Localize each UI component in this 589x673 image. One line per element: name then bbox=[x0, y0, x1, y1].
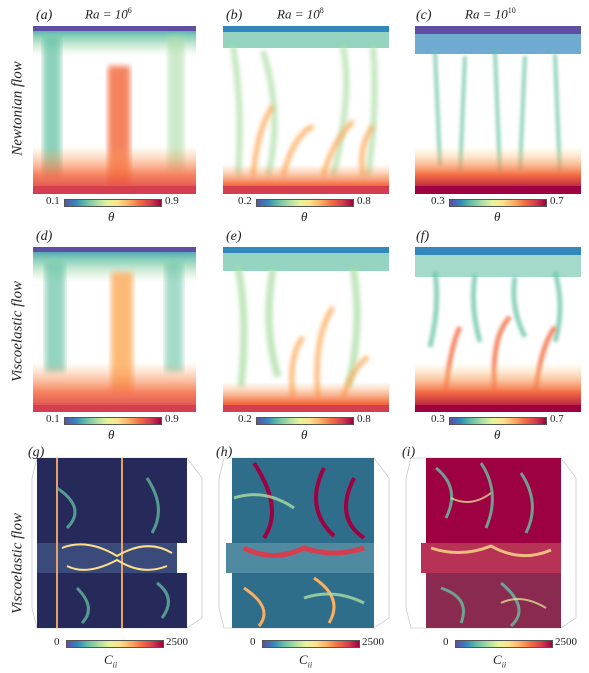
temperature-field-b bbox=[223, 26, 389, 194]
cii-sub-g: ii bbox=[112, 660, 118, 670]
colorbar-c-max: 0.7 bbox=[550, 195, 564, 207]
colorbar-theta-d bbox=[64, 417, 162, 425]
colorbar-f-max: 0.7 bbox=[550, 413, 564, 425]
colorbar-f-min: 0.3 bbox=[431, 413, 445, 425]
colorbar-theta-f bbox=[449, 417, 547, 425]
cii-main-i: C bbox=[493, 652, 502, 667]
colorbar-g-min: 0 bbox=[54, 636, 60, 648]
colorbar-g-max: 2500 bbox=[166, 636, 188, 648]
header-ra-1e8: Ra = 108 bbox=[277, 6, 324, 22]
colorbar-e-max: 0.8 bbox=[357, 413, 371, 425]
cii-main-g: C bbox=[104, 652, 113, 667]
colorbar-d-max: 0.9 bbox=[165, 413, 179, 425]
colorbar-e-min: 0.2 bbox=[238, 413, 252, 425]
temperature-field-e bbox=[223, 247, 389, 412]
header-ra-1e6: Ra = 106 bbox=[85, 6, 132, 22]
cii-sub-h: ii bbox=[307, 660, 313, 670]
cii-sub-i: ii bbox=[501, 660, 507, 670]
panel-label-d: (d) bbox=[36, 229, 53, 244]
colorbar-b-min: 0.2 bbox=[238, 195, 252, 207]
panel-label-h: (h) bbox=[216, 445, 233, 460]
colorbar-i-max: 2500 bbox=[555, 636, 577, 648]
colorbar-cii-g bbox=[66, 640, 164, 648]
colorbar-a-label: θ bbox=[108, 209, 115, 224]
panel-label-a: (a) bbox=[36, 8, 53, 23]
colorbar-c-label: θ bbox=[494, 209, 501, 224]
colorbar-theta-b bbox=[256, 199, 354, 207]
panel-label-g: (g) bbox=[28, 445, 45, 460]
panel-label-b: (b) bbox=[226, 8, 243, 23]
colorbar-h-label: Cii bbox=[299, 652, 312, 670]
panel-label-f: (f) bbox=[416, 229, 430, 244]
header-ra-1e10-text: Ra = 10 bbox=[465, 6, 508, 22]
row-label-newtonian: Newtonian flow bbox=[9, 61, 26, 156]
colorbar-theta-a bbox=[64, 199, 162, 207]
colorbar-theta-e bbox=[256, 417, 354, 425]
colorbar-d-min: 0.1 bbox=[46, 413, 60, 425]
colorbar-c-min: 0.3 bbox=[431, 195, 445, 207]
colorbar-h-max: 2500 bbox=[362, 636, 384, 648]
colorbar-a-max: 0.9 bbox=[165, 195, 179, 207]
colorbar-theta-c bbox=[449, 199, 547, 207]
temperature-field-f bbox=[415, 247, 581, 412]
header-ra-1e6-exp: 6 bbox=[127, 6, 132, 15]
temperature-field-d bbox=[33, 247, 196, 412]
colorbar-f-label: θ bbox=[494, 427, 501, 442]
polymer-stretch-field-h bbox=[214, 448, 394, 632]
row-label-viscoelastic-1: Viscoelastic flow bbox=[9, 281, 26, 382]
colorbar-cii-i bbox=[455, 640, 553, 648]
panel-label-i: (i) bbox=[402, 445, 416, 460]
colorbar-cii-h bbox=[262, 640, 360, 648]
colorbar-b-max: 0.8 bbox=[357, 195, 371, 207]
header-ra-1e8-text: Ra = 10 bbox=[277, 6, 320, 22]
panel-label-c: (c) bbox=[416, 8, 432, 23]
colorbar-g-label: Cii bbox=[104, 652, 117, 670]
colorbar-e-label: θ bbox=[301, 427, 308, 442]
temperature-field-c bbox=[415, 26, 581, 194]
header-ra-1e6-text: Ra = 10 bbox=[85, 6, 128, 22]
polymer-stretch-field-g bbox=[27, 448, 207, 632]
row-label-viscoelastic-2: Viscoelastic flow bbox=[9, 513, 26, 614]
colorbar-b-label: θ bbox=[301, 209, 308, 224]
header-ra-1e8-exp: 8 bbox=[319, 6, 324, 15]
polymer-stretch-field-i bbox=[401, 448, 581, 632]
colorbar-d-label: θ bbox=[108, 427, 115, 442]
colorbar-h-min: 0 bbox=[250, 636, 256, 648]
header-ra-1e10-exp: 10 bbox=[507, 6, 516, 15]
colorbar-i-label: Cii bbox=[493, 652, 506, 670]
colorbar-i-min: 0 bbox=[443, 636, 449, 648]
panel-label-e: (e) bbox=[226, 229, 242, 244]
colorbar-a-min: 0.1 bbox=[46, 195, 60, 207]
header-ra-1e10: Ra = 1010 bbox=[465, 6, 516, 22]
cii-main-h: C bbox=[299, 652, 308, 667]
temperature-field-a bbox=[33, 26, 196, 194]
